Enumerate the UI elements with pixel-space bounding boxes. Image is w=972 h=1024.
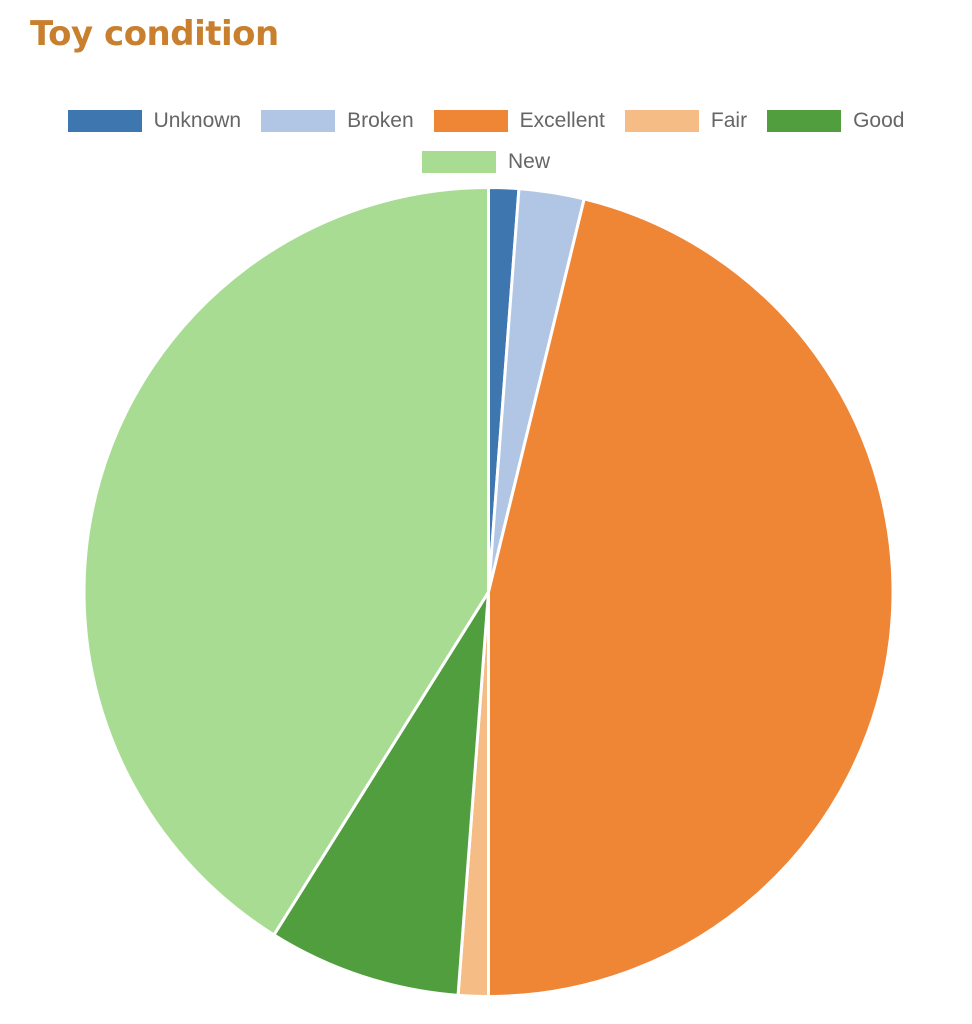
chart-legend: Unknown Broken Excellent Fair Good New (0, 100, 972, 182)
pie-slices (82, 185, 895, 999)
legend-item-fair[interactable]: Fair (624, 100, 748, 141)
legend-swatch (421, 150, 496, 173)
legend-swatch (261, 109, 336, 132)
chart-title: Toy condition (30, 14, 279, 54)
legend-item-excellent[interactable]: Excellent (433, 100, 605, 141)
legend-row-2: New (0, 141, 972, 182)
pie-slice-excellent[interactable] (487, 197, 895, 999)
legend-label: Fair (710, 109, 748, 132)
legend-item-unknown[interactable]: Unknown (67, 100, 242, 141)
legend-label: Good (853, 109, 905, 132)
legend-item-good[interactable]: Good (767, 100, 904, 141)
legend-item-new[interactable]: New (421, 141, 550, 182)
legend-swatch (624, 109, 699, 132)
legend-swatch (433, 109, 508, 132)
pie-slice-new[interactable] (82, 185, 490, 937)
legend-label: Unknown (153, 109, 242, 132)
legend-swatch (67, 109, 142, 132)
legend-label: Excellent (519, 109, 605, 132)
legend-row-1: Unknown Broken Excellent Fair Good (0, 100, 972, 141)
legend-label: New (507, 150, 550, 173)
pie-slice-good[interactable] (271, 591, 490, 997)
legend-swatch (767, 109, 842, 132)
legend-label: Broken (347, 109, 414, 132)
legend-item-broken[interactable]: Broken (261, 100, 414, 141)
